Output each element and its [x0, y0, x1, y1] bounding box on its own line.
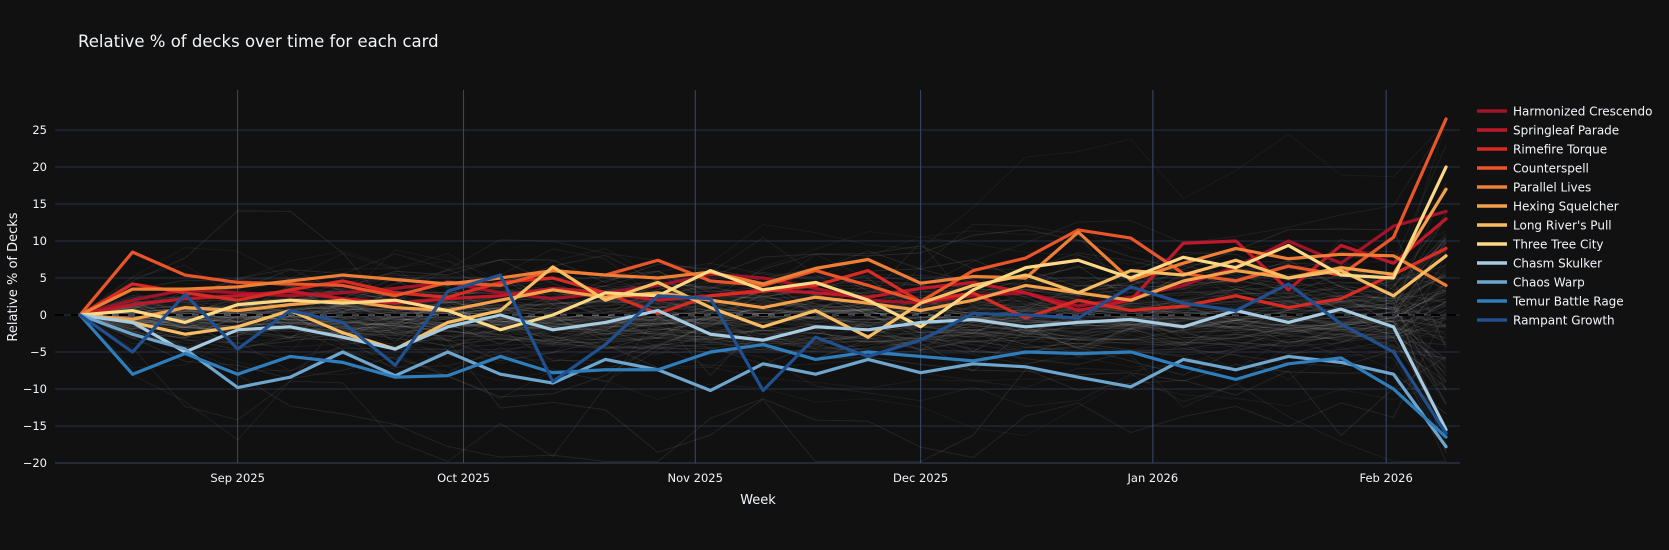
background-card-line — [79, 219, 1447, 335]
legend-label-long-rivers-pull: Long River's Pull — [1513, 219, 1612, 233]
background-card-line — [79, 228, 1447, 349]
background-card-line — [79, 288, 1447, 325]
legend-item-rimefire-torque[interactable]: Rimefire Torque — [1477, 143, 1607, 157]
background-card-line — [79, 306, 1447, 357]
series-line-chasm-skulker[interactable] — [78, 307, 1448, 432]
legend-label-springleaf-parade: Springleaf Parade — [1513, 124, 1619, 138]
background-card-line — [79, 277, 1447, 347]
background-card-line — [79, 291, 1447, 332]
x-tick-label: Nov 2025 — [668, 471, 723, 485]
background-card-line — [79, 314, 1447, 414]
background-card-line — [79, 273, 1447, 328]
background-card-line — [79, 299, 1447, 363]
legend-item-counterspell[interactable]: Counterspell — [1477, 162, 1589, 176]
y-tick-label: 10 — [32, 234, 47, 248]
legend-label-rampant-growth: Rampant Growth — [1513, 314, 1615, 328]
y-tick-label: −15 — [23, 419, 47, 433]
legend-item-parallel-lives[interactable]: Parallel Lives — [1477, 181, 1591, 195]
background-card-line — [79, 288, 1447, 341]
y-tick-label: −10 — [23, 382, 47, 396]
background-card-line — [79, 145, 1447, 441]
legend-label-counterspell: Counterspell — [1513, 162, 1589, 176]
series-line-parallel-lives[interactable] — [78, 230, 1448, 317]
background-card-line — [79, 250, 1447, 446]
background-card-line — [79, 286, 1447, 367]
background-card-line — [79, 280, 1447, 346]
legend-item-three-tree-city[interactable]: Three Tree City — [1477, 238, 1604, 252]
series-line-hexing-squelcher[interactable] — [78, 187, 1448, 322]
y-tick-label: −20 — [23, 456, 47, 470]
series-line-temur-battle-rage[interactable] — [78, 313, 1448, 439]
x-tick-label: Dec 2025 — [893, 471, 948, 485]
y-tick-label: −5 — [30, 345, 47, 359]
background-card-line — [79, 294, 1447, 427]
background-card-line — [79, 273, 1447, 449]
background-card-line — [79, 241, 1447, 463]
y-tick-label: 0 — [40, 308, 47, 322]
chart-title: Relative % of decks over time for each c… — [78, 32, 439, 51]
background-card-line — [79, 314, 1447, 361]
background-card-line — [79, 262, 1447, 344]
legend-item-long-rivers-pull[interactable]: Long River's Pull — [1477, 219, 1612, 233]
legend-label-rimefire-torque: Rimefire Torque — [1513, 143, 1607, 157]
legend-label-chaos-warp: Chaos Warp — [1513, 276, 1585, 290]
legend-label-chasm-skulker: Chasm Skulker — [1513, 257, 1602, 271]
x-tick-label: Feb 2026 — [1359, 471, 1412, 485]
background-card-line — [79, 210, 1447, 463]
background-card-line — [79, 314, 1447, 407]
legend-item-chaos-warp[interactable]: Chaos Warp — [1477, 276, 1585, 290]
background-card-line — [79, 245, 1447, 340]
legend: Harmonized Crescendo Springleaf Parade Rim… — [1477, 105, 1652, 328]
legend-item-harmonized-crescendo[interactable]: Harmonized Crescendo — [1477, 105, 1652, 119]
x-tick-label: Sep 2025 — [210, 471, 265, 485]
background-card-line — [79, 307, 1447, 338]
background-card-line — [79, 297, 1447, 326]
axis-tick-labels: −20 −15 −10 −5 0 5 10 15 20 25 Sep 2025 Oct 2025 Nov… — [23, 123, 1413, 485]
background-card-line — [79, 252, 1447, 389]
background-card-line — [79, 238, 1447, 328]
y-tick-label: 20 — [32, 160, 47, 174]
background-card-line — [79, 310, 1447, 335]
highlighted-series-lines — [78, 117, 1448, 449]
legend-item-springleaf-parade[interactable]: Springleaf Parade — [1477, 124, 1619, 138]
y-tick-label: 5 — [40, 271, 47, 285]
background-card-line — [79, 314, 1447, 402]
background-card-line — [79, 245, 1447, 371]
legend-label-parallel-lives: Parallel Lives — [1513, 181, 1591, 195]
legend-item-temur-battle-rage[interactable]: Temur Battle Rage — [1477, 295, 1624, 309]
legend-item-chasm-skulker[interactable]: Chasm Skulker — [1477, 257, 1602, 271]
x-tick-label: Jan 2026 — [1127, 471, 1179, 485]
background-card-line — [79, 289, 1447, 341]
background-card-line — [79, 314, 1447, 440]
legend-label-three-tree-city: Three Tree City — [1512, 238, 1604, 252]
background-card-line — [79, 280, 1447, 444]
x-tick-label: Oct 2025 — [437, 471, 490, 485]
background-card-line — [79, 284, 1447, 399]
background-card-line — [79, 289, 1447, 338]
x-axis-title: Week — [740, 493, 776, 508]
background-card-line — [79, 266, 1447, 336]
legend-item-rampant-growth[interactable]: Rampant Growth — [1477, 314, 1615, 328]
legend-item-hexing-squelcher[interactable]: Hexing Squelcher — [1477, 200, 1619, 214]
background-card-line — [79, 311, 1447, 463]
background-card-line — [79, 271, 1447, 316]
series-line-rampant-growth[interactable] — [78, 273, 1448, 435]
y-axis-title: Relative % of Decks — [6, 212, 21, 341]
background-card-line — [79, 313, 1447, 352]
legend-label-harmonized-crescendo: Harmonized Crescendo — [1513, 105, 1652, 119]
series-line-three-tree-city[interactable] — [78, 165, 1448, 332]
background-card-line — [79, 286, 1447, 369]
background-card-line — [79, 310, 1447, 333]
legend-label-temur-battle-rage: Temur Battle Rage — [1512, 295, 1624, 309]
background-card-line — [79, 122, 1447, 369]
background-card-line — [79, 304, 1447, 407]
y-tick-label: 15 — [32, 197, 47, 211]
legend-label-hexing-squelcher: Hexing Squelcher — [1513, 200, 1619, 214]
series-line-chaos-warp[interactable] — [78, 313, 1448, 449]
y-tick-label: 25 — [32, 123, 47, 137]
